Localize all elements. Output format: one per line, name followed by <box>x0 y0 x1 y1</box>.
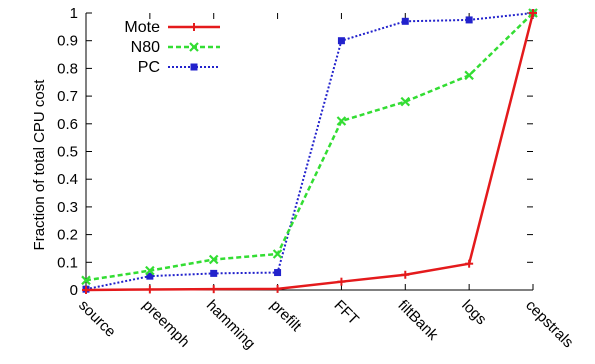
y-tick-label: 0.6 <box>57 116 78 133</box>
data-point-mote <box>337 277 346 286</box>
y-axis-label: Fraction of total CPU cost <box>31 79 48 251</box>
legend: Mote N80 PC <box>124 19 220 76</box>
legend-marker <box>190 23 198 31</box>
data-point-mote <box>82 286 90 294</box>
data-point-mote <box>401 270 410 279</box>
data-point-mote <box>209 285 218 294</box>
y-tick-label: 0.8 <box>57 60 78 77</box>
legend-item-pc: PC <box>138 59 220 76</box>
series-n80 <box>81 8 538 286</box>
legend-label: N80 <box>131 39 160 56</box>
data-point-pc <box>465 16 473 24</box>
y-tick-label: 0 <box>70 282 78 299</box>
x-tick-label: hamming <box>203 297 259 353</box>
data-point-pc <box>401 17 409 25</box>
legend-marker <box>189 42 199 52</box>
y-tick-label: 0.2 <box>57 227 78 244</box>
y-tick-label: 1 <box>70 5 78 22</box>
y-tick-label: 0.5 <box>57 144 78 161</box>
x-tick-label: cepstrals <box>522 297 576 351</box>
series-line-n80 <box>85 12 534 282</box>
data-point-pc <box>210 269 218 277</box>
legend-marker <box>190 63 198 71</box>
data-point-n80 <box>400 96 411 107</box>
data-point-n80 <box>464 70 474 81</box>
y-tick-label: 0.9 <box>57 33 78 50</box>
y-axis-ticks: 0 0.1 0.2 0.3 0.4 0.5 0.6 0.7 0.8 0.9 1 <box>57 5 533 299</box>
data-point-pc <box>337 37 345 45</box>
data-point-mote <box>273 284 282 293</box>
y-tick-label: 0.4 <box>57 171 78 188</box>
x-tick-label: logs <box>458 297 489 328</box>
legend-label: Mote <box>124 19 160 36</box>
data-point-n80 <box>272 249 283 259</box>
data-point-mote <box>529 9 537 17</box>
data-point-pc <box>146 272 154 280</box>
data-point-mote <box>465 259 474 268</box>
series-mote <box>82 9 537 294</box>
data-point-n80 <box>336 116 347 126</box>
series-layer <box>81 8 538 294</box>
data-point-n80 <box>208 254 219 265</box>
x-tick-label: source <box>75 297 119 341</box>
series-line-pc <box>85 12 534 291</box>
y-tick-label: 0.7 <box>57 88 78 105</box>
data-point-n80 <box>145 265 155 276</box>
legend-label: PC <box>138 59 160 76</box>
y-tick-label: 0.1 <box>57 254 78 271</box>
data-point-pc <box>274 269 282 277</box>
data-point-mote <box>145 285 154 294</box>
data-point-n80 <box>81 275 91 286</box>
x-tick-label: prefilt <box>267 297 306 336</box>
legend-item-n80: N80 <box>131 39 220 56</box>
x-tick-label: preemph <box>139 297 193 351</box>
legend-item-mote: Mote <box>124 19 220 36</box>
y-tick-label: 0.3 <box>57 199 78 216</box>
x-tick-label: filtBank <box>394 297 441 344</box>
series-line-mote <box>85 12 535 292</box>
x-tick-label: FFT <box>331 297 362 328</box>
